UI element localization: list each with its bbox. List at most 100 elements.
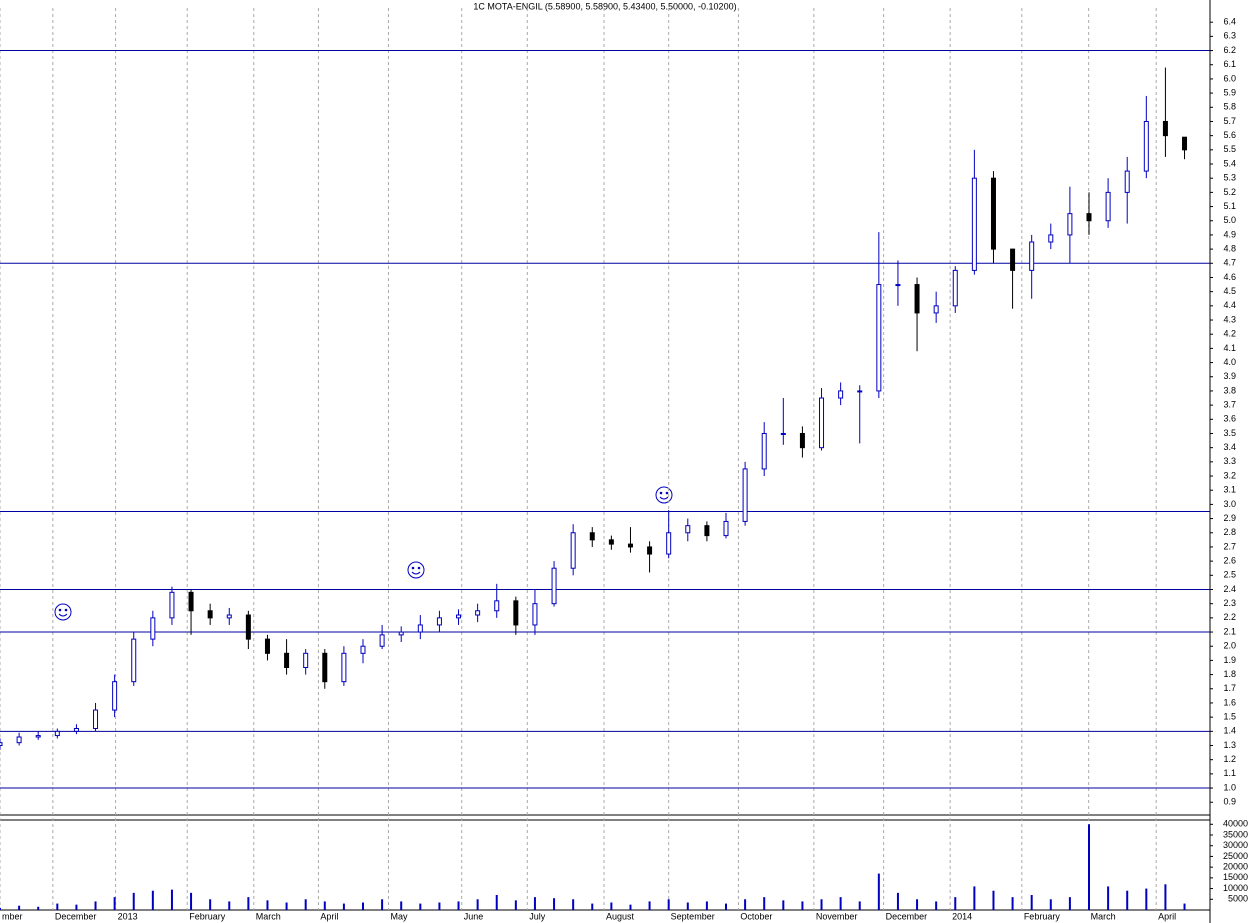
x-tick-label: June <box>464 911 484 921</box>
y-tick-label: 5.9 <box>1223 87 1236 97</box>
y-tick-label: 4.7 <box>1223 258 1236 268</box>
candle-body <box>1067 213 1073 236</box>
volume-bar <box>113 897 116 910</box>
volume-bar <box>572 899 575 910</box>
candle-body <box>0 742 3 747</box>
candle-body <box>666 532 672 555</box>
candle-body <box>436 617 442 626</box>
volume-bar <box>1145 888 1148 910</box>
y-tick-label: 2.4 <box>1223 584 1236 594</box>
volume-bar <box>228 901 231 910</box>
y-tick-label: 4.4 <box>1223 300 1236 310</box>
volume-bar <box>1068 897 1071 910</box>
x-tick-label: May <box>390 911 408 921</box>
y-tick-label: 5000 <box>1228 894 1248 904</box>
candle-body <box>131 638 137 683</box>
y-tick-label: 4.2 <box>1223 329 1236 339</box>
volume-bar <box>954 897 957 910</box>
candle-body <box>723 520 729 537</box>
y-tick-label: 4.6 <box>1223 272 1236 282</box>
y-tick-label: 2.3 <box>1223 598 1236 608</box>
y-tick-label: 1.1 <box>1223 768 1236 778</box>
volume-bar <box>858 901 861 910</box>
candle-body <box>93 709 99 729</box>
candle-body <box>933 305 939 314</box>
candle-body <box>1182 136 1188 151</box>
volume-bar <box>763 897 766 910</box>
x-tick-label: September <box>671 911 715 921</box>
volume-bar <box>629 904 632 910</box>
candle-body <box>54 730 60 737</box>
y-tick-label: 4.8 <box>1223 243 1236 253</box>
candle-body <box>245 614 251 640</box>
volume-bar <box>667 899 670 910</box>
volume-bar <box>744 899 747 910</box>
volume-bar <box>1011 897 1014 910</box>
y-tick-label: 1.5 <box>1223 712 1236 722</box>
y-tick-label: 6.0 <box>1223 73 1236 83</box>
volume-bar <box>362 902 364 910</box>
volume-bar <box>342 903 345 910</box>
y-tick-label: 4.5 <box>1223 286 1236 296</box>
y-tick-label: 5.1 <box>1223 201 1236 211</box>
candle-body <box>73 727 79 732</box>
candle-body <box>570 532 576 569</box>
candle-body <box>914 284 920 314</box>
x-tick-label: December <box>55 911 97 921</box>
volume-bar <box>304 899 307 910</box>
candle-body <box>761 432 767 470</box>
y-tick-label: 4.0 <box>1223 357 1236 367</box>
y-tick-label: 15000 <box>1223 872 1248 882</box>
volume-bar <box>56 903 59 910</box>
candle-body <box>551 567 557 605</box>
y-tick-label: 3.0 <box>1223 499 1236 509</box>
y-tick-label: 4.1 <box>1223 343 1236 353</box>
y-tick-label: 1.0 <box>1223 782 1236 792</box>
y-tick-label: 3.4 <box>1223 442 1236 452</box>
volume-bar <box>1088 824 1090 910</box>
candle-body <box>169 591 175 619</box>
y-tick-label: 5.5 <box>1223 144 1236 154</box>
volume-bar <box>610 902 613 910</box>
candle-body <box>341 652 347 683</box>
y-tick-label: 6.1 <box>1223 59 1236 69</box>
candle-body <box>456 614 462 619</box>
volume-bar <box>686 902 689 910</box>
volume-bar <box>935 901 938 910</box>
candle-body <box>685 525 691 534</box>
candle-body <box>513 600 519 626</box>
y-tick-label: 2.9 <box>1223 513 1236 523</box>
x-tick-label: November <box>816 911 858 921</box>
volume-bar <box>533 897 536 910</box>
candle-body <box>1048 234 1054 243</box>
volume-bar <box>0 907 1 910</box>
y-tick-label: 2.5 <box>1223 570 1236 580</box>
candle-body <box>1029 241 1035 271</box>
volume-bar <box>1164 884 1167 910</box>
y-tick-label: 1.2 <box>1223 754 1236 764</box>
y-tick-label: 35000 <box>1223 829 1248 839</box>
y-tick-label: 3.3 <box>1223 456 1236 466</box>
candle-body <box>838 390 844 399</box>
volume-bar <box>992 890 995 910</box>
y-tick-label: 30000 <box>1223 840 1248 850</box>
x-tick-label: February <box>1024 911 1061 921</box>
volume-bar <box>151 890 154 910</box>
volume-bar <box>725 903 727 910</box>
candle-body <box>417 624 423 633</box>
volume-bar <box>476 899 479 910</box>
y-tick-label: 2.1 <box>1223 626 1236 636</box>
x-tick-label: October <box>740 911 772 921</box>
smiley <box>54 603 72 621</box>
y-tick-label: 3.1 <box>1223 485 1236 495</box>
volume-bar <box>648 901 651 910</box>
y-tick-label: 6.4 <box>1223 17 1236 27</box>
volume-bar <box>75 904 78 910</box>
y-tick-label: 5.0 <box>1223 215 1236 225</box>
candle-body <box>627 543 633 548</box>
x-tick-label: April <box>1158 911 1176 921</box>
volume-bar <box>94 901 97 910</box>
candle-body <box>188 591 194 612</box>
